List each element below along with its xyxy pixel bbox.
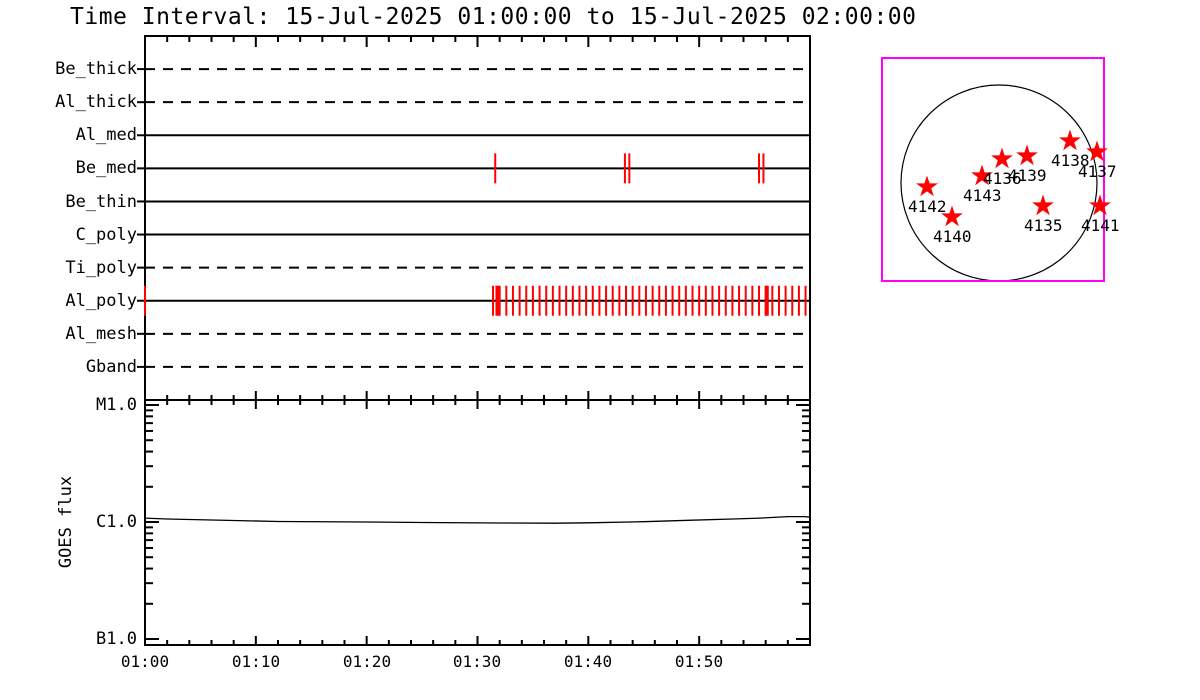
- row-label-ti-poly: Ti_poly: [65, 258, 137, 278]
- star-marker-4136: [991, 147, 1013, 169]
- star-marker-4142: [916, 175, 938, 197]
- active-region-label-4140: 4140: [933, 227, 972, 246]
- goes-x-ticks: [144, 391, 811, 645]
- row-label-be-med: Be_med: [75, 158, 137, 178]
- goes-panel: [144, 399, 811, 646]
- row-label-al-mesh: Al_mesh: [65, 324, 137, 344]
- timeline-panel: [137, 35, 811, 401]
- map-frame: [881, 57, 1105, 282]
- active-region-label-4139: 4139: [1008, 166, 1047, 185]
- active-region-label-4136: 4136: [983, 169, 1022, 188]
- timeline-top-ticks: [144, 36, 811, 47]
- active-region-label-4142: 4142: [908, 197, 947, 216]
- active-region-label-4135: 4135: [1024, 216, 1063, 235]
- star-marker-4143: [971, 164, 993, 186]
- x-tick-0100: 01:00: [120, 652, 170, 671]
- exposure-ticks: [144, 153, 807, 316]
- row-label-c-poly: C_poly: [75, 225, 137, 245]
- active-region-label-4138: 4138: [1051, 151, 1090, 170]
- solar-map-panel: [881, 57, 1111, 282]
- x-tick-0120: 01:20: [342, 652, 392, 671]
- y-tick-b1: B1.0: [96, 629, 137, 649]
- goes-flux-curve: [144, 515, 811, 524]
- timeline-frame: [144, 35, 811, 401]
- row-label-al-med: Al_med: [75, 125, 137, 145]
- goes-y-ticks: [145, 404, 810, 640]
- star-marker-4138: [1059, 129, 1081, 151]
- active-region-label-4137: 4137: [1078, 162, 1117, 181]
- row-label-al-poly: Al_poly: [65, 291, 137, 311]
- x-tick-0150: 01:50: [674, 652, 724, 671]
- x-tick-0130: 01:30: [452, 652, 502, 671]
- active-region-label-4141: 4141: [1081, 216, 1120, 235]
- row-label-be-thin: Be_thin: [65, 192, 137, 212]
- star-marker-4140: [941, 205, 963, 227]
- star-marker-4137: [1086, 140, 1108, 162]
- row-label-be-thick: Be_thick: [55, 59, 137, 79]
- x-tick-0140: 01:40: [563, 652, 613, 671]
- y-tick-m1: M1.0: [96, 395, 137, 415]
- y-tick-c1: C1.0: [96, 512, 137, 532]
- star-marker-4139: [1016, 144, 1038, 166]
- page-title: Time Interval: 15-Jul-2025 01:00:00 to 1…: [70, 4, 917, 30]
- row-label-gband: Gband: [85, 357, 137, 377]
- x-tick-0110: 01:10: [231, 652, 281, 671]
- star-marker-4141: [1089, 194, 1111, 216]
- active-region-label-4143: 4143: [963, 186, 1002, 205]
- row-label-al-thick: Al_thick: [55, 92, 137, 112]
- star-marker-4135: [1032, 194, 1054, 216]
